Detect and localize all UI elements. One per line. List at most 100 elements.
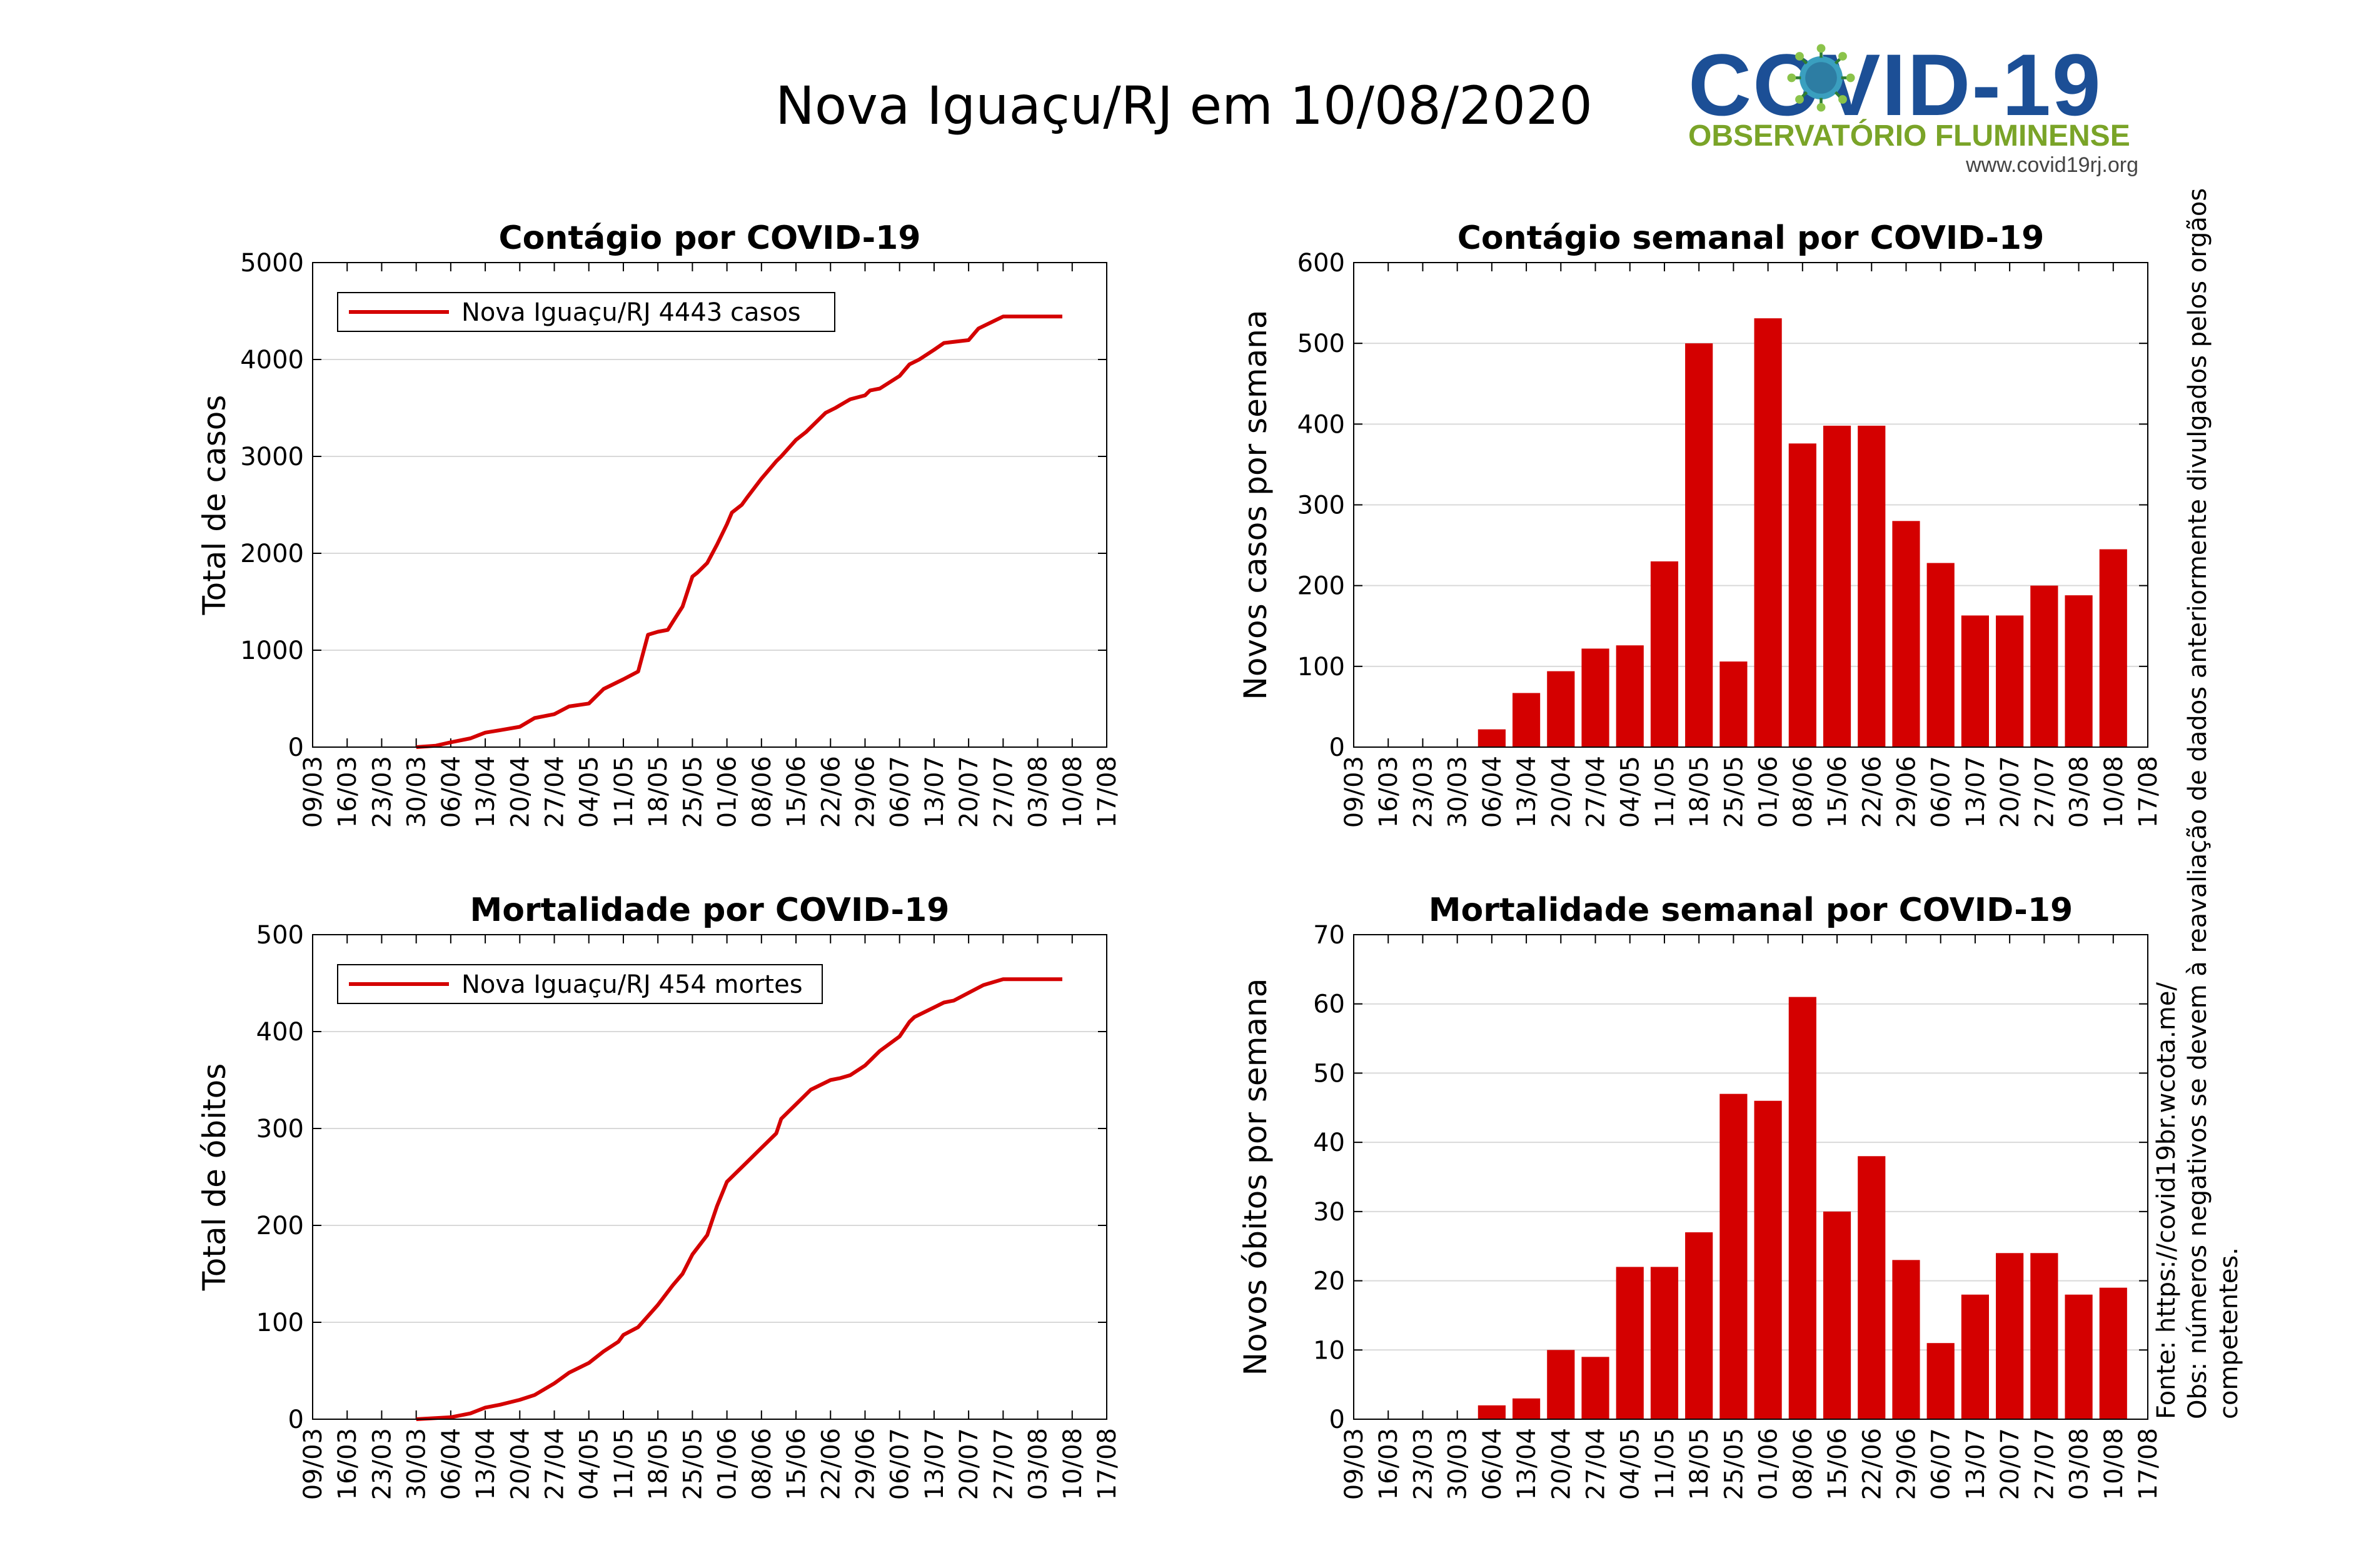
y-tick-label: 400	[1297, 410, 1345, 439]
y-axis-label: Novos casos por semana	[1237, 309, 1274, 700]
x-tick-label: 03/08	[2065, 756, 2094, 828]
y-tick-label: 40	[1313, 1128, 1345, 1157]
x-tick-label: 18/05	[1685, 1428, 1714, 1500]
bar-20/04	[1547, 671, 1575, 747]
page-title: Nova Iguaçu/RJ em 10/08/2020	[775, 75, 1593, 136]
y-tick-label: 0	[1329, 1405, 1345, 1434]
y-tick-label: 400	[256, 1018, 304, 1047]
bar-25/05	[1719, 1093, 1748, 1419]
bar-08/06	[1788, 443, 1816, 747]
y-tick-label: 0	[288, 1405, 304, 1434]
x-tick-label: 25/05	[678, 756, 707, 828]
x-tick-label: 03/08	[1024, 756, 1053, 828]
x-tick-label: 22/06	[1858, 1428, 1886, 1500]
x-tick-label: 13/04	[1513, 1428, 1541, 1500]
bar-10/08	[2099, 549, 2127, 747]
x-tick-label: 10/08	[1059, 756, 1087, 828]
x-tick-label: 01/06	[713, 1428, 742, 1500]
x-tick-label: 20/04	[506, 1428, 535, 1500]
x-tick-label: 09/03	[299, 756, 328, 828]
bar-04/05	[1616, 645, 1644, 747]
x-tick-label: 17/08	[2134, 756, 2163, 828]
x-tick-label: 18/05	[644, 756, 673, 828]
bar-06/07	[1926, 1343, 1955, 1419]
x-tick-label: 23/03	[1409, 1428, 1437, 1500]
x-tick-label: 08/06	[1789, 756, 1818, 828]
bar-27/04	[1581, 648, 1609, 747]
x-tick-label: 20/04	[1547, 1428, 1576, 1500]
bar-03/08	[2065, 1294, 2093, 1419]
x-tick-label: 27/04	[1582, 756, 1611, 828]
x-tick-label: 10/08	[1059, 1428, 1087, 1500]
x-tick-label: 25/05	[1719, 756, 1748, 828]
bar-29/06	[1892, 521, 1920, 747]
bar-18/05	[1685, 343, 1713, 747]
x-tick-label: 13/07	[920, 1428, 949, 1500]
x-tick-label: 23/03	[1409, 756, 1437, 828]
x-tick-label: 13/07	[1961, 1428, 1990, 1500]
y-tick-label: 20	[1313, 1267, 1345, 1296]
x-tick-label: 10/08	[2100, 1428, 2128, 1500]
y-tick-label: 0	[288, 733, 304, 762]
bar-08/06	[1788, 997, 1816, 1419]
x-tick-label: 20/07	[955, 1428, 984, 1500]
x-tick-label: 18/05	[644, 1428, 673, 1500]
x-tick-label: 13/07	[1961, 756, 1990, 828]
y-tick-label: 200	[1297, 572, 1345, 601]
y-axis-label: Total de casos	[196, 395, 233, 616]
x-tick-label: 25/05	[1719, 1428, 1748, 1500]
x-tick-label: 06/07	[1927, 1428, 1956, 1500]
x-tick-label: 03/08	[2065, 1428, 2094, 1500]
chart-panel-deaths-weekly: 0 10 20 30 40 50 60 70 09/03 16/03 23/03 30/03 06/04…	[1237, 892, 2163, 1500]
bar-06/04	[1477, 1405, 1506, 1419]
x-tick-label: 23/03	[368, 756, 396, 828]
x-tick-label: 09/03	[299, 1428, 328, 1500]
x-tick-label: 15/06	[1823, 756, 1852, 828]
x-tick-label: 25/05	[678, 1428, 707, 1500]
bar-13/04	[1513, 693, 1541, 747]
y-tick-label: 0	[1329, 733, 1345, 762]
chart-title: Contágio semanal por COVID-19	[1457, 219, 2045, 257]
bar-06/07	[1926, 563, 1955, 747]
y-tick-label: 600	[1297, 249, 1345, 278]
x-tick-label: 27/04	[541, 1428, 570, 1500]
axes-frame	[1353, 262, 2148, 748]
axes-frame	[312, 262, 1107, 748]
x-tick-label: 27/04	[541, 756, 570, 828]
x-tick-label: 01/06	[1754, 756, 1783, 828]
bar-25/05	[1719, 661, 1748, 747]
y-tick-label: 4000	[240, 346, 304, 374]
x-tick-label: 27/07	[989, 1428, 1018, 1500]
x-tick-label: 16/03	[1374, 756, 1403, 828]
legend-label: Nova Iguaçu/RJ 4443 casos	[461, 298, 801, 327]
x-tick-label: 09/03	[1340, 756, 1369, 828]
bar-27/07	[2030, 585, 2058, 747]
x-tick-label: 10/08	[2100, 756, 2128, 828]
x-tick-label: 06/04	[437, 1428, 466, 1500]
legend-label: Nova Iguaçu/RJ 454 mortes	[461, 970, 803, 999]
x-tick-label: 08/06	[1789, 1428, 1818, 1500]
bar-13/07	[1961, 615, 1989, 747]
x-tick-label: 27/07	[989, 756, 1018, 828]
bar-11/05	[1650, 1267, 1679, 1419]
x-tick-label: 17/08	[1093, 756, 1122, 828]
y-tick-label: 300	[256, 1115, 304, 1143]
y-axis-label: Novos óbitos por semana	[1237, 978, 1274, 1376]
y-tick-label: 30	[1313, 1198, 1345, 1227]
x-tick-label: 15/06	[1823, 1428, 1852, 1500]
x-tick-label: 22/06	[1858, 756, 1886, 828]
x-tick-label: 20/04	[506, 756, 535, 828]
bar-27/04	[1581, 1357, 1609, 1419]
x-tick-label: 13/04	[471, 756, 500, 828]
x-tick-label: 06/07	[1927, 756, 1956, 828]
x-tick-label: 04/05	[1616, 1428, 1645, 1500]
x-tick-label: 16/03	[333, 1428, 362, 1500]
bar-13/04	[1513, 1398, 1541, 1419]
logo-main-text: COVID-19	[1688, 36, 2102, 134]
series-line	[416, 977, 1062, 1421]
x-tick-label: 20/04	[1547, 756, 1576, 828]
x-tick-label: 08/06	[748, 1428, 777, 1500]
bar-27/07	[2030, 1253, 2058, 1419]
series-line	[416, 314, 1062, 749]
